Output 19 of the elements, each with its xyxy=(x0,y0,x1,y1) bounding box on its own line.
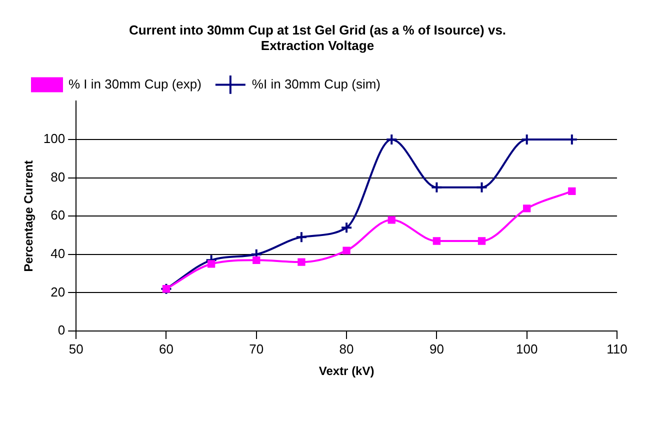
y-axis-title: Percentage Current xyxy=(22,160,36,272)
y-tick-label: 20 xyxy=(50,284,66,300)
legend-label: %I in 30mm Cup (sim) xyxy=(252,76,381,92)
legend-label: % I in 30mm Cup (exp) xyxy=(68,76,202,92)
x-axis-title: Vextr (kV) xyxy=(318,364,374,378)
y-tick-label: 40 xyxy=(50,246,66,261)
x-tick-label: 50 xyxy=(68,341,84,356)
y-tick-label: 0 xyxy=(58,322,66,338)
x-tick-label: 80 xyxy=(339,341,354,356)
x-tick-label: 100 xyxy=(516,341,538,356)
x-tick-label: 60 xyxy=(159,341,174,356)
x-tick-label: 110 xyxy=(606,341,628,356)
text: Extraction Voltage xyxy=(260,38,374,53)
text: Current into 30mm Cup at 1st Gel Grid (as a % of Isource) vs. xyxy=(128,22,506,38)
y-tick-label: 80 xyxy=(50,169,66,184)
x-tick-label: 90 xyxy=(429,341,444,356)
y-tick-label: 100 xyxy=(43,131,66,146)
y-tick-label: 60 xyxy=(50,208,66,223)
x-tick-label: 70 xyxy=(249,341,264,356)
